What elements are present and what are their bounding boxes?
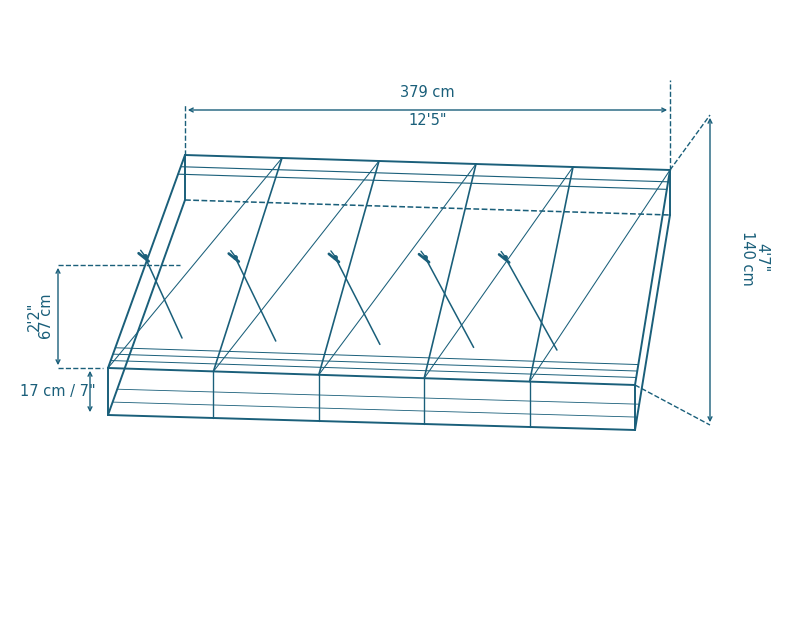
Text: 67 cm: 67 cm [39,294,54,339]
Text: 12'5": 12'5" [408,113,446,128]
Text: 140 cm: 140 cm [740,230,755,285]
Text: 379 cm: 379 cm [400,85,455,100]
Text: 4'7": 4'7" [754,243,769,273]
Text: 17 cm / 7": 17 cm / 7" [20,384,96,399]
Text: 2'2": 2'2" [27,302,42,331]
